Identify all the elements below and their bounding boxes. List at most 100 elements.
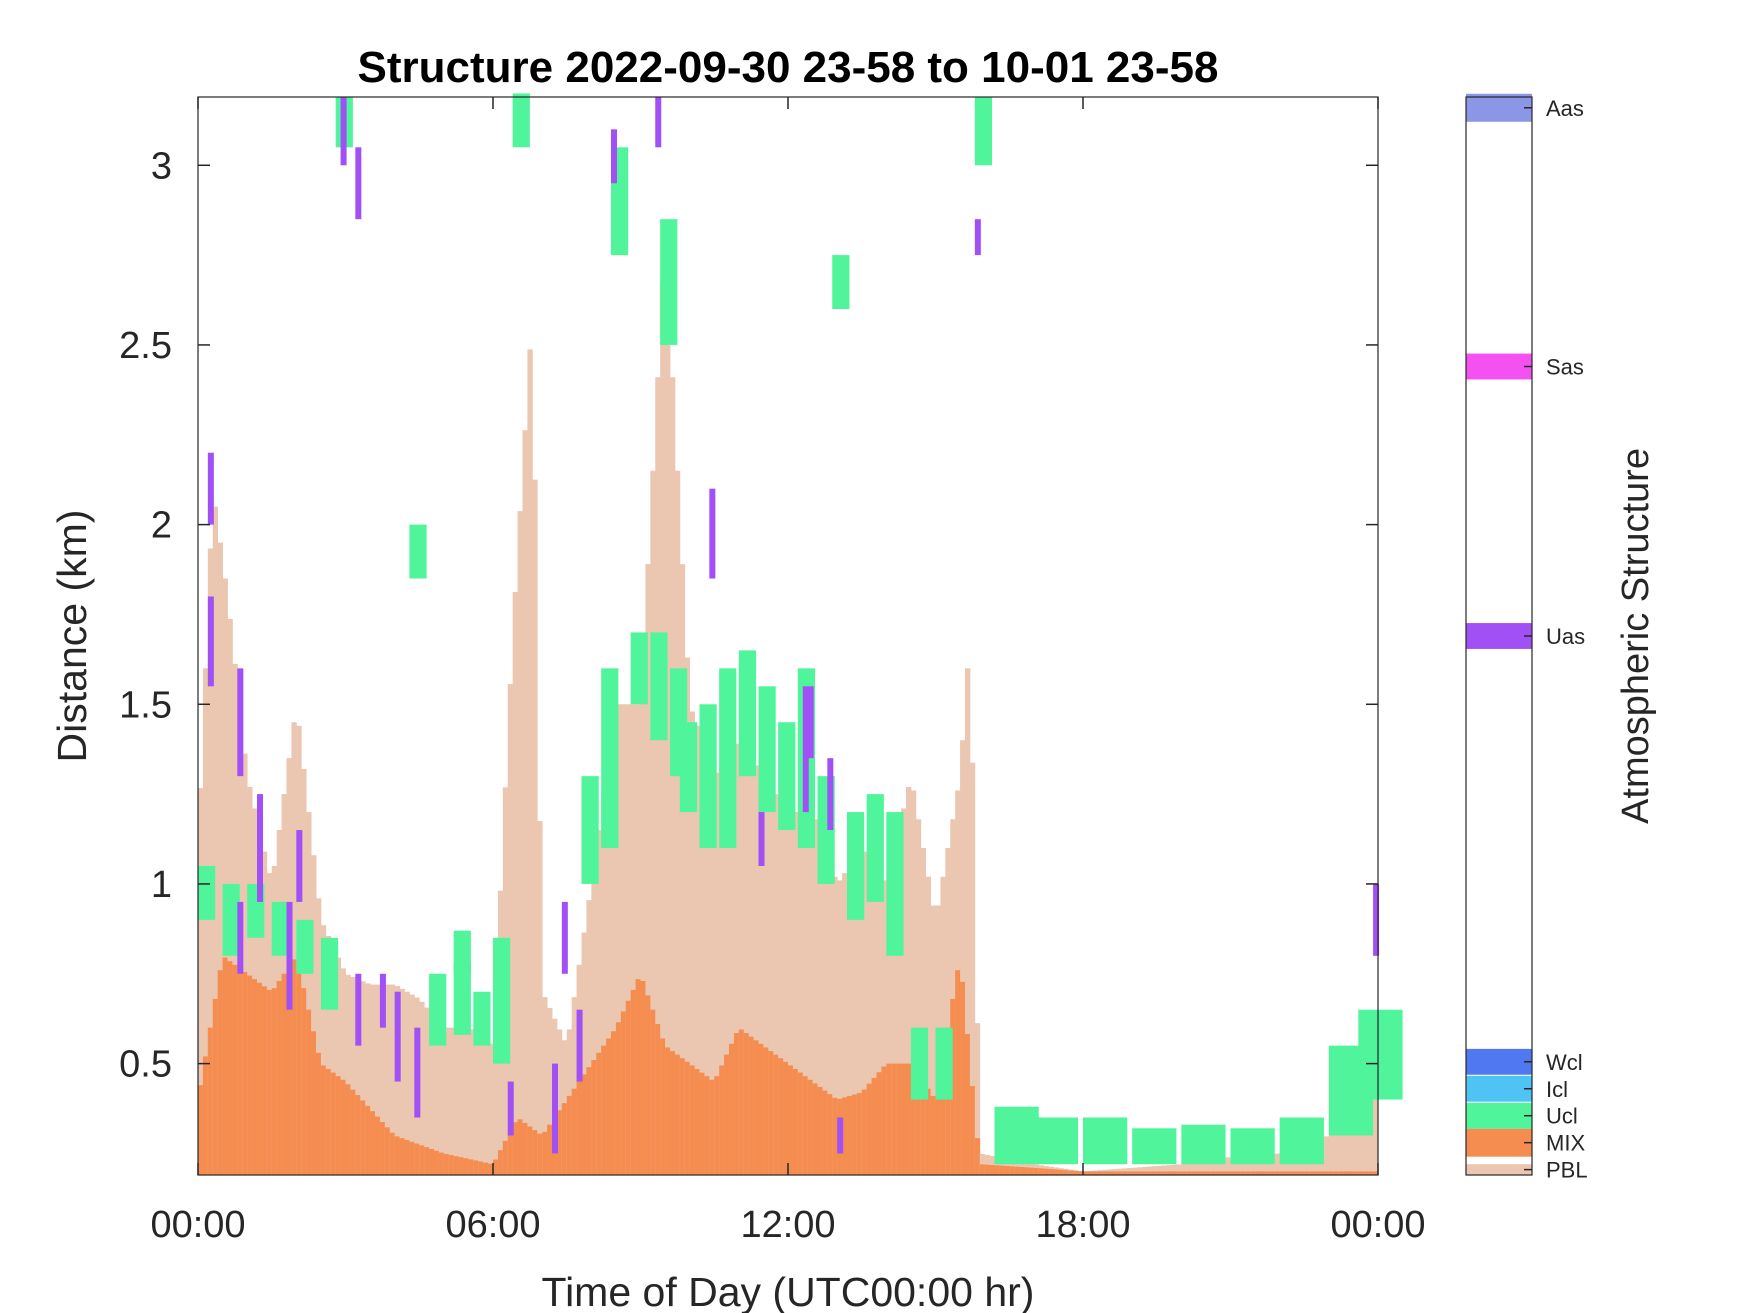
pbl-bar [606, 758, 612, 1175]
pbl-bar [738, 743, 745, 1175]
pbl-bar [886, 873, 892, 1175]
pbl-bar [1230, 1156, 1236, 1175]
mix-bar [207, 1027, 214, 1175]
pbl-bar [1338, 1121, 1344, 1175]
mix-bar [1107, 1171, 1113, 1175]
mix-bar [547, 1124, 553, 1175]
mix-bar [1314, 1171, 1320, 1175]
pbl-bar [222, 578, 228, 1175]
ucl-segment [660, 219, 678, 345]
mix-bar [861, 1089, 868, 1175]
mix-bar [773, 1054, 779, 1175]
mix-bar [1319, 1171, 1325, 1175]
pbl-bar [434, 1019, 440, 1175]
pbl-bar [330, 946, 337, 1175]
mix-bar [532, 1130, 538, 1175]
colorbar-label-uas: Uas [1546, 624, 1585, 649]
mix-bar [252, 979, 258, 1175]
mix-bar [1132, 1171, 1138, 1175]
mix-bar [1191, 1171, 1197, 1175]
mix-bar [674, 1054, 681, 1175]
pbl-bar [1373, 1084, 1379, 1175]
pbl-bar [306, 812, 312, 1175]
ucl-segment [453, 930, 471, 974]
pbl-bar [910, 790, 917, 1175]
mix-bar [1215, 1171, 1222, 1175]
mix-bar [822, 1090, 828, 1175]
mix-bar [797, 1072, 804, 1175]
pbl-bar [665, 283, 671, 1175]
y-tick-label: 1.5 [119, 684, 172, 726]
pbl-bar [340, 968, 346, 1175]
mix-bar [989, 1165, 995, 1175]
mix-bar [1343, 1171, 1349, 1175]
mix-bar [1255, 1171, 1261, 1175]
pbl-bar [350, 977, 356, 1175]
mix-bar [920, 1081, 927, 1175]
mix-bar [817, 1086, 823, 1175]
uas-segment [561, 901, 568, 974]
mix-bar [581, 1074, 587, 1175]
mix-bar [1063, 1170, 1069, 1175]
ucl-segment [866, 794, 884, 902]
pbl-bar [709, 768, 715, 1175]
ucl-segment [581, 776, 599, 884]
pbl-bar [463, 1027, 469, 1175]
pbl-bar [601, 794, 607, 1175]
mix-bar [389, 1132, 396, 1175]
mix-bar [886, 1063, 892, 1175]
mix-bar [522, 1122, 528, 1175]
mix-bar [1299, 1171, 1305, 1175]
uas-segment [507, 1081, 514, 1136]
mix-bar [807, 1079, 813, 1175]
pbl-bar [537, 821, 543, 1175]
ucl-segment [198, 865, 216, 920]
mix-bar [512, 1122, 518, 1175]
mix-bar [399, 1138, 405, 1175]
mix-bar [596, 1052, 602, 1175]
mix-bar [365, 1105, 371, 1175]
mix-bar [1146, 1171, 1153, 1175]
mix-bar [483, 1162, 489, 1175]
mix-bar [340, 1079, 346, 1175]
pbl-bar [458, 1027, 464, 1175]
pbl-bar [389, 984, 396, 1175]
pbl-bar [1348, 1111, 1354, 1175]
mix-bar [1068, 1170, 1074, 1175]
mix-bar [438, 1152, 445, 1175]
pbl-bar [522, 430, 528, 1175]
mix-bar [1235, 1171, 1241, 1175]
pbl-bar [876, 873, 882, 1175]
mix-bar [360, 1100, 366, 1175]
mix-bar [1083, 1171, 1089, 1175]
pbl-bar [851, 858, 858, 1175]
mix-bar [679, 1058, 686, 1175]
mix-bar [1368, 1171, 1374, 1175]
mix-bar [1122, 1171, 1128, 1175]
colorbar-swatch-wcl [1466, 1048, 1532, 1075]
mix-bar [502, 1140, 509, 1175]
colorbar-swatch-pbl [1466, 1164, 1532, 1175]
uas-segment [355, 973, 362, 1046]
mix-bar [370, 1111, 376, 1175]
ucl-segment [910, 1027, 929, 1100]
mix-bar [404, 1139, 410, 1175]
pbl-bar [384, 984, 391, 1175]
pbl-bar [1264, 1154, 1271, 1175]
pbl-bar [1142, 1166, 1148, 1175]
colorbar-swatch-sas [1466, 353, 1532, 380]
colorbar-label-sas: Sas [1546, 355, 1584, 380]
mix-bar [719, 1065, 725, 1175]
pbl-bar [1176, 1164, 1182, 1175]
mix-bar [517, 1119, 523, 1175]
mix-bar [1373, 1171, 1379, 1175]
pbl-bar [217, 542, 223, 1175]
mix-bar [394, 1136, 400, 1175]
mix-bar [198, 1085, 204, 1175]
pbl-bar [674, 470, 681, 1175]
x-tick-label: 00:00 [1330, 1204, 1425, 1246]
mix-bar [1220, 1171, 1226, 1175]
mix-bar [355, 1095, 361, 1175]
mix-bar [709, 1079, 715, 1175]
